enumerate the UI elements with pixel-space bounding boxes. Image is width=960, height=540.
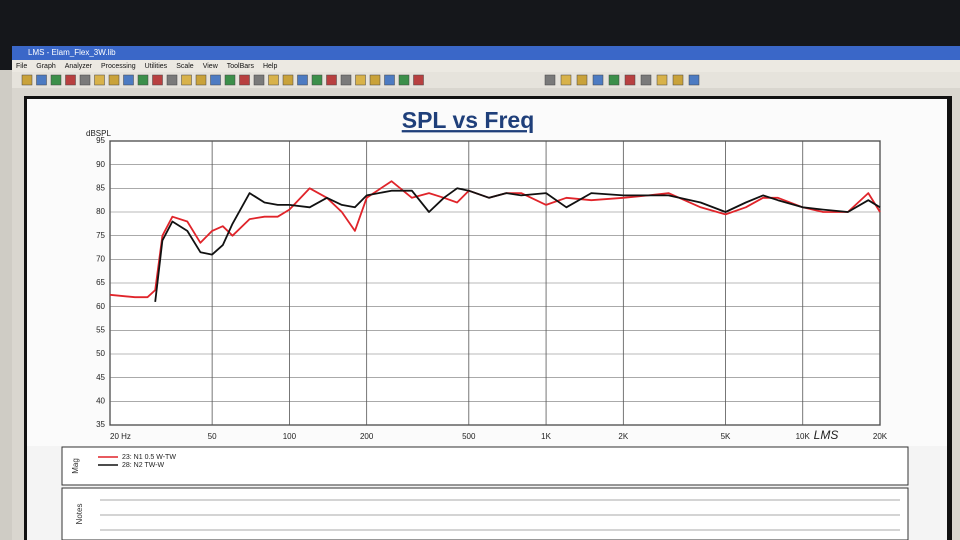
- menu-item[interactable]: Graph: [36, 63, 56, 70]
- x-tick-label: 500: [462, 432, 476, 441]
- tool-icon[interactable]: [166, 74, 178, 86]
- tool-icon[interactable]: [640, 74, 652, 86]
- y-tick-label: 35: [96, 420, 105, 429]
- x-tick-label: 20K: [873, 432, 888, 441]
- tool-icon[interactable]: [311, 74, 323, 86]
- menu-item[interactable]: Utilities: [145, 63, 168, 70]
- tool-icon[interactable]: [624, 74, 636, 86]
- tool-icon[interactable]: [340, 74, 352, 86]
- tool-icon[interactable]: [181, 74, 192, 86]
- legend-label: 28: N2 TW-W: [122, 462, 165, 469]
- x-tick-label: 10K: [796, 432, 811, 441]
- tool-icon[interactable]: [576, 74, 588, 86]
- y-tick-label: 40: [96, 396, 105, 405]
- tool-icon[interactable]: [195, 74, 207, 86]
- menu-item[interactable]: Scale: [176, 63, 194, 70]
- tool-icon[interactable]: [688, 74, 700, 86]
- notes-panel: [61, 487, 909, 540]
- tool-icon[interactable]: [297, 74, 308, 86]
- tool-icon[interactable]: [239, 74, 250, 86]
- series-line: [109, 180, 881, 299]
- tool-icon[interactable]: [282, 74, 294, 86]
- left-strip: [0, 70, 12, 540]
- annotation: LMS: [814, 428, 839, 442]
- tool-icon[interactable]: [65, 74, 76, 86]
- tool-icon[interactable]: [268, 74, 279, 86]
- y-axis-label: dBSPL: [86, 129, 111, 138]
- x-tick-label: 50: [208, 432, 217, 441]
- notes-panel-label: Notes: [75, 504, 84, 525]
- menu-item[interactable]: ToolBars: [227, 63, 255, 70]
- tool-icon[interactable]: [36, 74, 47, 86]
- y-tick-label: 45: [96, 373, 105, 382]
- y-tick-label: 65: [96, 278, 105, 287]
- tool-icon[interactable]: [355, 74, 366, 86]
- chart-title: SPL vs Freq: [402, 107, 535, 133]
- tool-icon[interactable]: [326, 74, 337, 86]
- plot: 35 40 45 50 55 60 65 70 75 80 85 90 95 20 Hz 50 100 200 5…: [96, 136, 888, 469]
- y-tick-label: 75: [96, 231, 105, 240]
- y-tick-label: 50: [96, 349, 105, 358]
- tool-icon[interactable]: [152, 74, 163, 86]
- tool-icon[interactable]: [137, 74, 149, 86]
- x-tick-label: 5K: [721, 432, 731, 441]
- tool-icon[interactable]: [123, 74, 134, 86]
- y-tick-label: 55: [96, 325, 105, 334]
- tool-icon[interactable]: [560, 74, 572, 86]
- menu-item[interactable]: Processing: [101, 63, 136, 70]
- series-line: [154, 187, 881, 303]
- y-tick-label: 80: [96, 207, 105, 216]
- tool-icon[interactable]: [608, 74, 620, 86]
- tool-icon[interactable]: [253, 74, 265, 86]
- tool-icon[interactable]: [21, 74, 33, 86]
- tool-icon[interactable]: [224, 74, 236, 86]
- tool-icon[interactable]: [592, 74, 604, 86]
- legend-panel-label: Mag: [71, 458, 80, 474]
- x-tick-label: 200: [360, 432, 374, 441]
- x-tick-label: 20 Hz: [110, 432, 131, 441]
- window-title: LMS - Elam_Flex_3W.lib: [28, 48, 116, 57]
- tool-icon[interactable]: [50, 74, 62, 86]
- tool-icon[interactable]: [94, 74, 105, 86]
- x-tick-label: 1K: [541, 432, 551, 441]
- menu-item[interactable]: Help: [263, 63, 278, 70]
- tool-icon[interactable]: [672, 74, 684, 86]
- menu-item[interactable]: File: [16, 63, 27, 70]
- title-bar: [12, 46, 960, 60]
- y-tick-label: 60: [96, 302, 105, 311]
- tool-icon[interactable]: [544, 74, 556, 86]
- toolbar-icons: [21, 74, 700, 86]
- y-tick-label: 95: [96, 136, 105, 145]
- menu-item[interactable]: Analyzer: [65, 63, 93, 70]
- menu-bar: [12, 60, 960, 72]
- y-tick-label: 85: [96, 183, 105, 192]
- tool-icon[interactable]: [413, 74, 424, 86]
- tool-icon[interactable]: [384, 74, 395, 86]
- menu-item[interactable]: View: [203, 63, 219, 70]
- y-tick-label: 90: [96, 160, 105, 169]
- x-tick-label: 100: [283, 432, 297, 441]
- tool-icon[interactable]: [656, 74, 668, 86]
- tool-icon[interactable]: [369, 74, 381, 86]
- legend-label: 23: N1 0.5 W-TW: [122, 454, 176, 461]
- y-tick-label: 70: [96, 254, 105, 263]
- x-tick-label: 2K: [618, 432, 628, 441]
- tool-icon[interactable]: [398, 74, 410, 86]
- menu: File Graph Analyzer Processing Utilities Scal…: [16, 63, 277, 70]
- legend-panel: [61, 446, 909, 486]
- tool-icon[interactable]: [79, 74, 91, 86]
- tool-icon[interactable]: [108, 74, 120, 86]
- tool-icon[interactable]: [210, 74, 221, 86]
